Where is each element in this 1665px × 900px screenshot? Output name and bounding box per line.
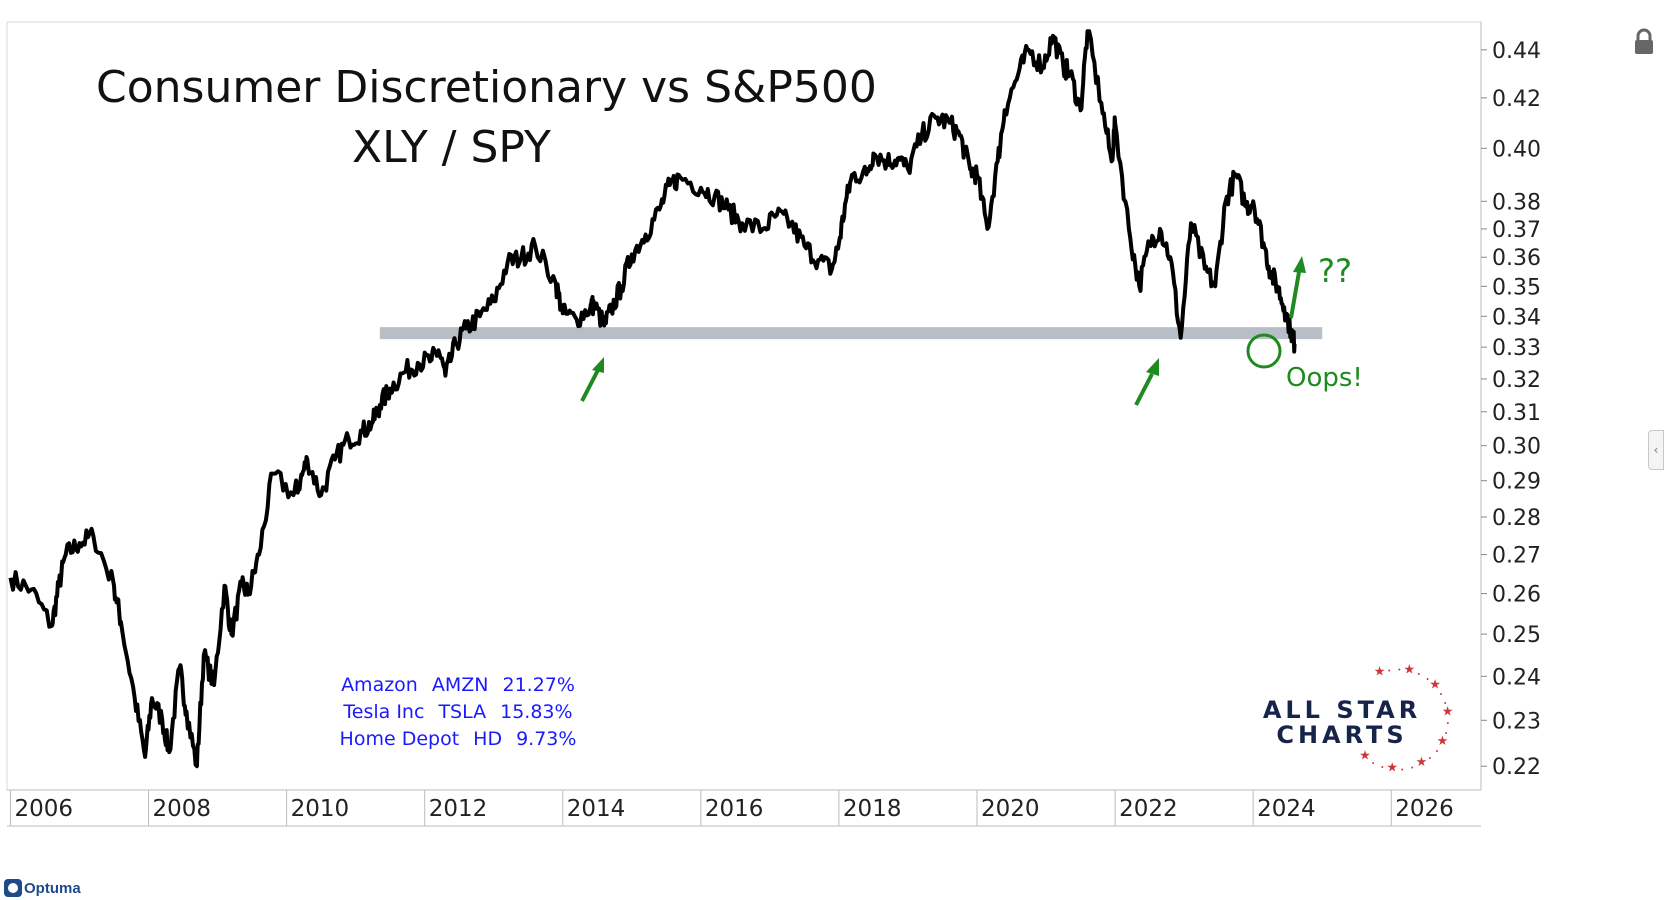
x-tick-label: 2026	[1395, 796, 1454, 822]
x-tick-label: 2018	[843, 796, 902, 822]
all-star-charts-logo: ALL STAR CHARTS ★ • • ★ •• ★••★••★••★••★••★	[1263, 661, 1454, 774]
y-tick-label: 0.25	[1492, 623, 1541, 648]
y-tick-label: 0.40	[1492, 137, 1541, 162]
arrow-up-icon	[580, 357, 604, 402]
question-annotation: ??	[1318, 252, 1352, 290]
holdings-list: Amazon AMZN 21.27% Tesla Inc TSLA 15.83% Hom…	[340, 674, 577, 750]
star-icon: •	[1445, 731, 1448, 738]
star-icon: •	[1418, 672, 1421, 679]
y-tick-label: 0.30	[1492, 435, 1541, 460]
y-tick-label: 0.35	[1492, 275, 1541, 300]
star-ring-icon: ★ • • ★ •• ★••★••★••★••★••★	[1359, 661, 1453, 774]
oops-annotation: Oops!	[1286, 363, 1363, 393]
star-icon: ★	[1442, 704, 1454, 719]
y-tick-label: 0.31	[1492, 401, 1541, 426]
y-tick-label: 0.34	[1492, 305, 1541, 330]
star-icon: •	[1411, 765, 1414, 772]
x-tick-label: 2020	[981, 796, 1040, 822]
star-icon: •	[1429, 756, 1432, 763]
holding-row: Tesla Inc TSLA 15.83%	[342, 701, 572, 723]
y-tick-label: 0.36	[1492, 246, 1541, 271]
y-tick-label: 0.29	[1492, 470, 1541, 495]
star-icon: •	[1444, 701, 1447, 708]
chevron-left-icon[interactable]: ‹	[1648, 430, 1664, 470]
chart-subtitle: XLY / SPY	[352, 122, 551, 173]
brand-line1: ALL STAR	[1263, 696, 1421, 724]
holding-row: Home Depot HD 9.73%	[340, 728, 577, 750]
star-icon: ★	[1437, 733, 1449, 748]
star-icon: •	[1401, 767, 1404, 774]
lock-icon[interactable]	[1632, 28, 1656, 56]
star-icon: •	[1381, 764, 1384, 771]
star-icon: •	[1440, 692, 1443, 699]
y-tick-label: 0.24	[1492, 665, 1541, 690]
x-tick-label: 2024	[1257, 796, 1316, 822]
star-icon: •	[1447, 721, 1450, 728]
support-band	[379, 327, 1323, 340]
series-line-xly-spy	[8, 29, 1297, 769]
arrow-up-icon	[1134, 358, 1159, 406]
x-tick-label: 2022	[1119, 796, 1178, 822]
y-tick-label: 0.37	[1492, 218, 1541, 243]
star-icon: ★	[1359, 748, 1371, 763]
plot-frame	[6, 21, 1482, 791]
star-icon: ★	[1404, 661, 1416, 676]
star-icon: •	[1372, 760, 1375, 767]
arrow-up-icon	[1289, 256, 1306, 319]
star-icon: •	[1388, 668, 1391, 675]
x-tick-label: 2010	[291, 796, 350, 822]
x-tick-label: 2014	[567, 796, 626, 822]
vendor-label: Optuma	[24, 879, 81, 897]
chart-title: Consumer Discretionary vs S&P500	[96, 62, 877, 113]
x-tick-label: 2012	[429, 796, 488, 822]
y-tick-label: 0.33	[1492, 336, 1541, 361]
y-tick-label: 0.27	[1492, 544, 1541, 569]
x-tick-label: 2008	[153, 796, 212, 822]
star-icon: •	[1398, 667, 1401, 674]
star-icon: ★	[1386, 760, 1398, 775]
star-icon: •	[1426, 677, 1429, 684]
star-icon: ★	[1429, 676, 1441, 691]
oops-circle	[1246, 333, 1282, 369]
star-icon: •	[1436, 748, 1439, 755]
star-icon: ★	[1374, 664, 1386, 679]
footer-vendor: Optuma	[4, 877, 81, 899]
holding-row: Amazon AMZN 21.27%	[341, 674, 575, 696]
y-tick-label: 0.26	[1492, 583, 1541, 608]
optuma-logo-icon	[4, 879, 22, 897]
y-tick-label: 0.32	[1492, 368, 1541, 393]
y-tick-label: 0.22	[1492, 755, 1541, 780]
y-axis-ticks: 0.44 0.42 0.40 0.38 0.37 0.36 0.35 0.34 0.33 0.32…	[1481, 39, 1541, 780]
x-tick-label: 2006	[14, 796, 73, 822]
x-tick-label: 2016	[705, 796, 764, 822]
x-axis-ticks: 2006 2008 2010 2012 2014 2016 2018 2020 2022 2024…	[9, 790, 1454, 826]
y-tick-label: 0.44	[1492, 39, 1541, 64]
star-icon: ★	[1416, 754, 1428, 769]
y-tick-label: 0.23	[1492, 709, 1541, 734]
y-tick-label: 0.42	[1492, 87, 1541, 112]
y-tick-label: 0.28	[1492, 506, 1541, 531]
y-tick-label: 0.38	[1492, 190, 1541, 215]
brand-line2: CHARTS	[1276, 721, 1407, 749]
